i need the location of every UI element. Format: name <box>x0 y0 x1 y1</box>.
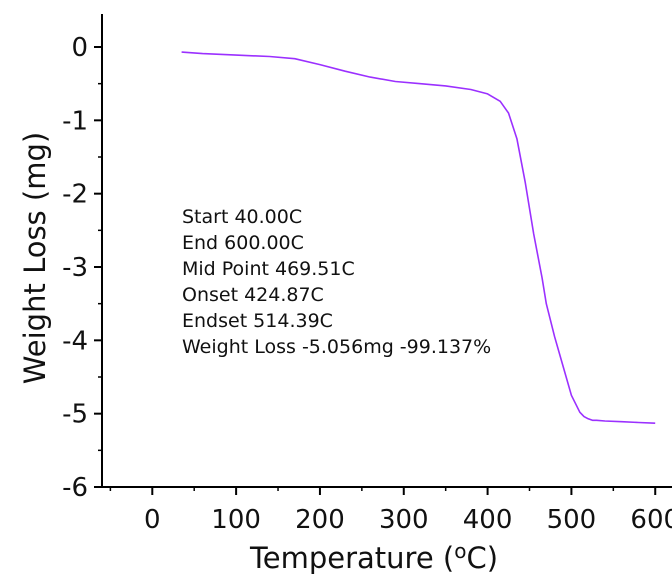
annotation-block: Start 40.00C End 600.00C Mid Point 469.51C… <box>182 206 491 358</box>
annotation-line: Mid Point 469.51C <box>182 258 355 280</box>
x-tick-label: 400 <box>463 505 513 535</box>
plot-area <box>181 51 656 424</box>
x-tick-label: 200 <box>295 505 345 535</box>
x-axis-title-suffix: C) <box>466 541 498 575</box>
annotation-line: End 600.00C <box>182 232 304 254</box>
annotation-line: Onset 424.87C <box>182 284 324 306</box>
x-axis-title-sup: o <box>454 539 466 563</box>
annotation-line: Start 40.00C <box>182 206 302 228</box>
y-tick-label: -4 <box>62 326 88 356</box>
y-tick-label: -3 <box>62 253 88 283</box>
x-axis-title: Temperature (oC) <box>249 539 498 575</box>
ticks: 0 -1 -2 -3 -4 -5 -6 0 100 200 300 400 500 600 <box>62 33 672 535</box>
x-tick-label: 100 <box>211 505 261 535</box>
y-tick-label: -5 <box>62 400 88 430</box>
y-tick-label: -1 <box>62 106 88 136</box>
annotation-line: Weight Loss -5.056mg -99.137% <box>182 336 491 358</box>
y-tick-label: 0 <box>71 33 88 63</box>
x-axis-title-main: Temperature ( <box>249 541 454 575</box>
y-tick-label: -6 <box>62 473 88 503</box>
annotation-line: Endset 514.39C <box>182 310 333 332</box>
x-tick-label: 300 <box>379 505 429 535</box>
y-axis-title: Weight Loss (mg) <box>18 132 52 384</box>
series-line <box>181 51 656 424</box>
x-tick-label: 0 <box>144 505 161 535</box>
y-tick-label: -2 <box>62 180 88 210</box>
x-tick-label: 600 <box>630 505 672 535</box>
x-tick-label: 500 <box>547 505 597 535</box>
axes <box>101 14 672 488</box>
